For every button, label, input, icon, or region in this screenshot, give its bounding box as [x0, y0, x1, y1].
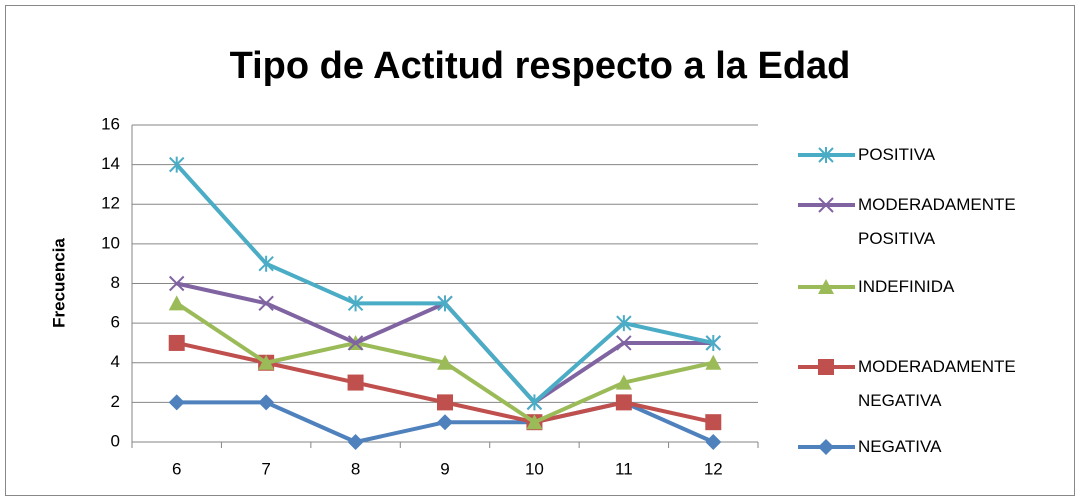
marker [169, 275, 185, 292]
legend-label: MODERADAMENTE POSITIVA [858, 195, 1016, 248]
marker [526, 394, 543, 411]
x-tick-label: 12 [704, 459, 723, 478]
y-axis-label: Frecuencia [49, 238, 68, 328]
marker [818, 147, 834, 163]
legend-label: POSITIVA [858, 145, 936, 164]
marker [437, 414, 453, 431]
marker [437, 354, 453, 370]
legend-label: MODERADAMENTE NEGATIVA [858, 357, 1016, 410]
x-tick-label: 6 [172, 459, 181, 478]
marker [705, 334, 721, 351]
marker [705, 354, 722, 370]
marker [818, 279, 834, 294]
marker [168, 394, 185, 411]
y-tick-label: 16 [101, 114, 120, 133]
marker [818, 197, 834, 213]
x-tick-label: 7 [261, 459, 270, 478]
x-tick-label: 8 [351, 459, 360, 478]
x-tick-label: 11 [615, 459, 633, 478]
marker [818, 359, 834, 375]
marker [615, 374, 632, 390]
marker [347, 295, 364, 312]
marker [526, 414, 543, 430]
y-tick-label: 0 [111, 431, 120, 450]
marker [818, 439, 834, 455]
chart-border [5, 5, 1075, 496]
legend-label: NEGATIVA [858, 437, 942, 456]
marker [705, 414, 722, 431]
marker [258, 354, 275, 370]
marker [616, 315, 632, 332]
marker [168, 334, 185, 351]
marker [347, 374, 364, 391]
y-tick-label: 12 [101, 194, 120, 213]
y-tick-label: 6 [111, 313, 120, 332]
marker [347, 434, 364, 450]
marker [347, 335, 364, 351]
y-tick-label: 2 [111, 392, 120, 411]
y-tick-label: 14 [101, 154, 120, 173]
marker [258, 255, 274, 272]
y-tick-label: 10 [101, 233, 120, 252]
marker [258, 295, 274, 312]
y-tick-label: 8 [111, 273, 120, 292]
x-tick-label: 9 [440, 459, 449, 478]
marker [437, 295, 453, 312]
marker [169, 156, 185, 173]
marker [437, 394, 453, 411]
marker [258, 394, 275, 411]
marker [615, 394, 632, 411]
x-tick-label: 10 [525, 459, 544, 478]
y-tick-label: 4 [111, 352, 120, 371]
marker [168, 295, 185, 311]
marker [705, 434, 722, 450]
legend-label: INDEFINIDA [858, 277, 955, 296]
marker [616, 335, 632, 351]
chart-title: Tipo de Actitud respecto a la Edad [230, 45, 851, 87]
